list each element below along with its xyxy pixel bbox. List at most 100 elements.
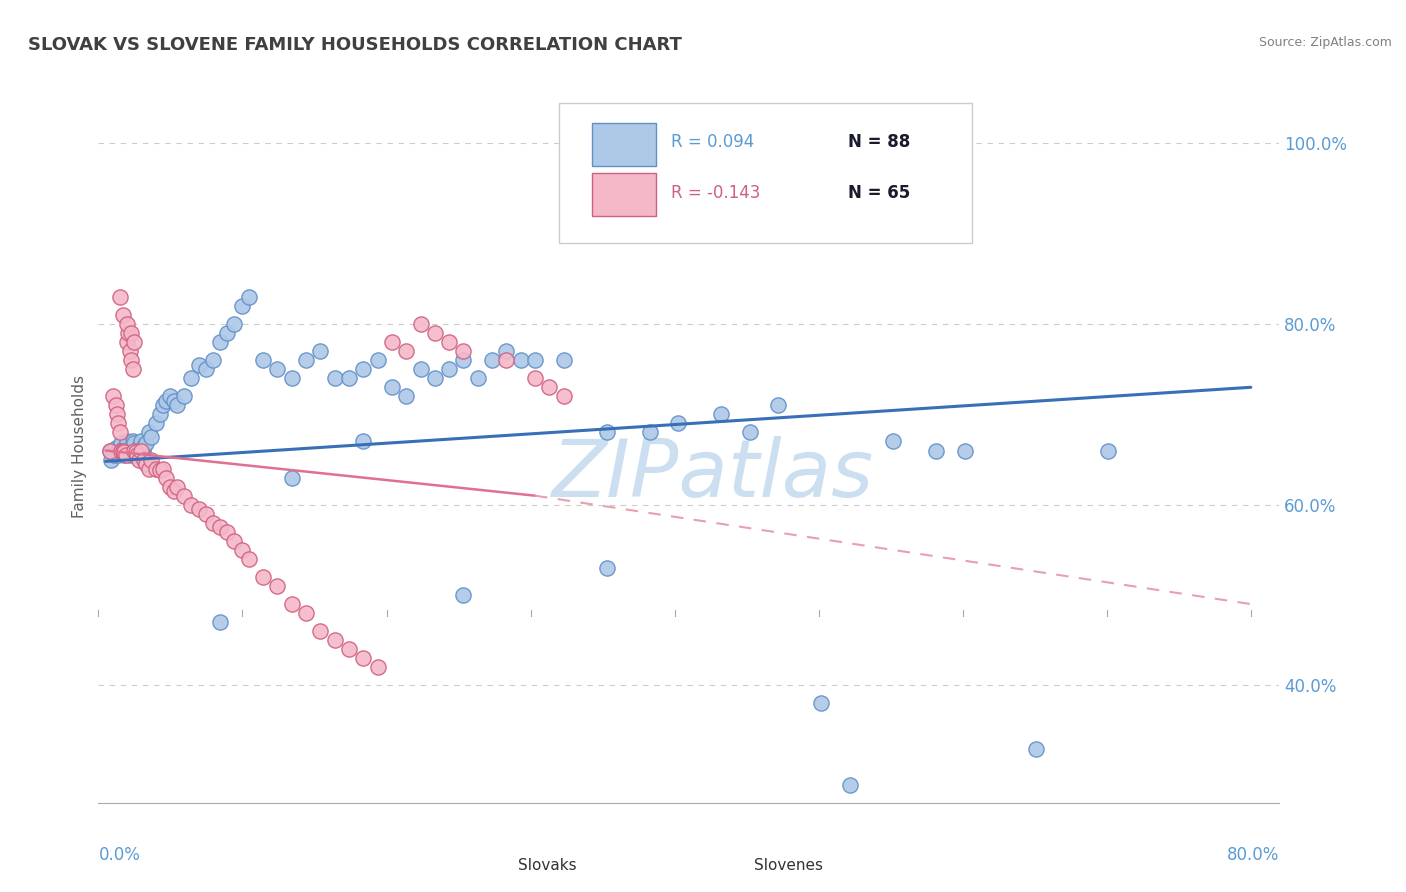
Point	[120, 326, 142, 340]
Point	[509, 353, 531, 368]
Text: 0.0%: 0.0%	[98, 846, 141, 863]
Point	[839, 778, 862, 792]
Point	[122, 439, 145, 453]
Point	[352, 651, 374, 665]
Point	[352, 434, 374, 449]
Point	[1097, 443, 1119, 458]
Point	[395, 389, 418, 403]
Point	[238, 552, 260, 566]
Point	[352, 362, 374, 376]
Point	[409, 317, 432, 331]
Point	[115, 434, 138, 449]
Point	[231, 542, 253, 557]
Point	[118, 344, 141, 359]
Point	[149, 463, 172, 477]
Point	[125, 448, 148, 462]
Point	[524, 371, 547, 385]
Point	[481, 353, 503, 368]
Text: SLOVAK VS SLOVENE FAMILY HOUSEHOLDS CORRELATION CHART: SLOVAK VS SLOVENE FAMILY HOUSEHOLDS CORR…	[28, 36, 682, 54]
Point	[134, 439, 156, 453]
Point	[131, 443, 153, 458]
Point	[128, 441, 150, 455]
Point	[309, 624, 332, 639]
FancyBboxPatch shape	[710, 862, 744, 883]
Point	[141, 430, 163, 444]
Point	[122, 335, 145, 350]
Point	[107, 448, 129, 462]
Point	[124, 445, 146, 459]
Point	[111, 442, 134, 456]
Point	[149, 408, 172, 422]
Point	[209, 615, 232, 629]
Point	[108, 290, 131, 304]
Point	[135, 436, 157, 450]
Point	[134, 452, 156, 467]
Point	[166, 480, 188, 494]
Y-axis label: Family Households: Family Households	[72, 375, 87, 517]
Point	[107, 417, 129, 431]
Point	[105, 445, 128, 459]
Point	[110, 443, 132, 458]
Point	[122, 436, 145, 450]
FancyBboxPatch shape	[474, 862, 508, 883]
Point	[381, 335, 404, 350]
Point	[112, 445, 135, 459]
Point	[145, 417, 167, 431]
Point	[194, 507, 217, 521]
Point	[453, 353, 475, 368]
Point	[595, 561, 617, 575]
Point	[309, 344, 332, 359]
Point	[103, 448, 125, 462]
Point	[117, 443, 139, 458]
Point	[266, 362, 288, 376]
Point	[453, 344, 475, 359]
Point	[953, 443, 976, 458]
Text: N = 88: N = 88	[848, 133, 911, 151]
Point	[553, 353, 575, 368]
Point	[124, 443, 146, 458]
Point	[882, 434, 904, 449]
Point	[155, 470, 177, 484]
Point	[135, 457, 157, 471]
Point	[201, 516, 224, 530]
Text: 80.0%: 80.0%	[1227, 846, 1279, 863]
Point	[217, 326, 239, 340]
FancyBboxPatch shape	[560, 103, 973, 243]
Point	[163, 484, 186, 499]
Point	[120, 445, 142, 459]
Point	[768, 398, 790, 412]
Point	[524, 353, 547, 368]
Text: Slovaks: Slovaks	[517, 858, 576, 873]
Point	[217, 524, 239, 539]
Point	[104, 398, 127, 412]
Point	[180, 371, 202, 385]
Point	[145, 461, 167, 475]
Text: Source: ZipAtlas.com: Source: ZipAtlas.com	[1258, 36, 1392, 49]
Point	[209, 520, 232, 534]
Point	[166, 398, 188, 412]
Point	[108, 425, 131, 440]
Point	[638, 425, 661, 440]
FancyBboxPatch shape	[592, 173, 655, 216]
Point	[131, 445, 153, 459]
Point	[495, 353, 517, 368]
Point	[104, 441, 127, 455]
Point	[194, 362, 217, 376]
Point	[453, 588, 475, 602]
Point	[280, 371, 302, 385]
Point	[121, 362, 143, 376]
Point	[101, 389, 124, 403]
Point	[131, 434, 153, 449]
Point	[138, 461, 160, 475]
Point	[738, 425, 761, 440]
Point	[295, 353, 318, 368]
Point	[1025, 741, 1047, 756]
Point	[120, 353, 142, 368]
Point	[280, 470, 302, 484]
Point	[173, 489, 195, 503]
Point	[367, 660, 389, 674]
Point	[115, 439, 138, 453]
Point	[117, 326, 139, 340]
Point	[224, 533, 246, 548]
Point	[159, 389, 181, 403]
